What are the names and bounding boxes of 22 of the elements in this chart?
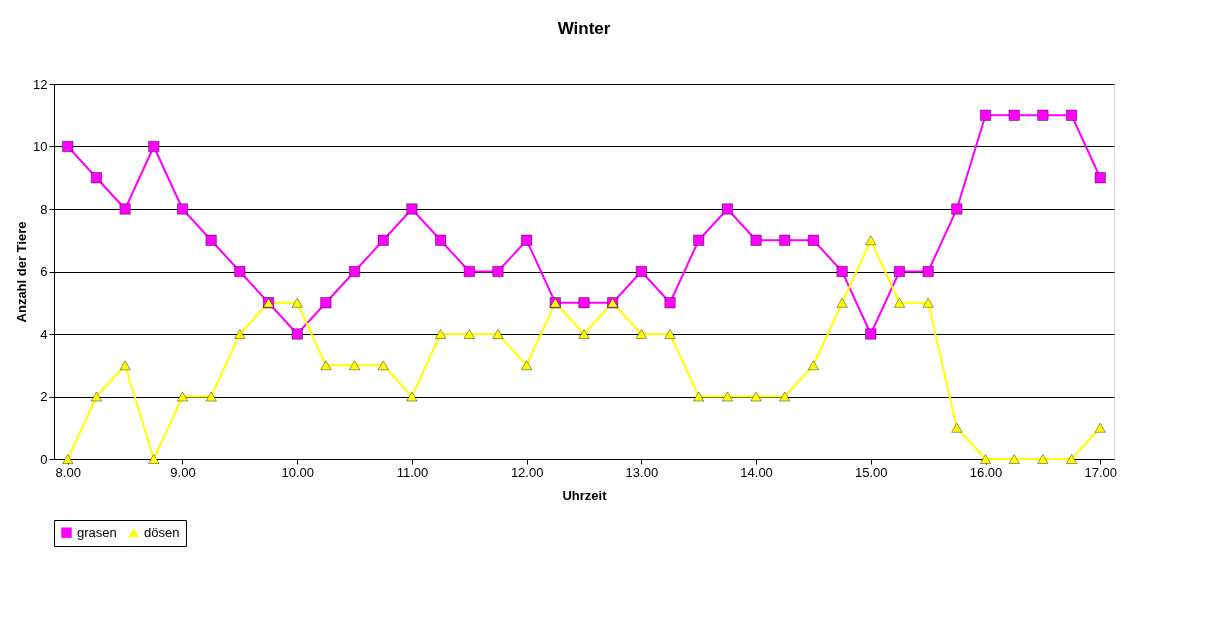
- x-tick-label: 8.00: [55, 464, 81, 480]
- y-axis-title: Anzahl der Tiere: [14, 221, 30, 323]
- y-tick-label: 10: [33, 139, 48, 154]
- y-tick-label: 6: [40, 264, 48, 279]
- x-tick-label: 16.00: [969, 464, 1003, 480]
- x-tick-label: 15.00: [855, 464, 888, 480]
- x-tick-label: 17.00: [1084, 464, 1118, 480]
- x-tick-label: 11.00: [396, 464, 429, 480]
- legend-label: grasen: [77, 524, 117, 540]
- x-tick-label: 14.00: [740, 464, 773, 480]
- legend-label: dösen: [144, 524, 180, 540]
- x-tick-label: 12.00: [510, 464, 544, 480]
- x-axis-title: Uhrzeit: [562, 487, 608, 503]
- y-tick-label: 0: [40, 451, 48, 467]
- x-tick-label: 10.00: [281, 464, 314, 480]
- x-tick-label: 13.00: [625, 464, 659, 480]
- y-tick-label: 4: [40, 326, 48, 342]
- y-tick-label: 12: [33, 76, 48, 92]
- y-tick-label: 2: [40, 389, 48, 404]
- x-tick-label: 9.00: [170, 464, 196, 480]
- y-tick-label: 8: [40, 201, 48, 217]
- chart-title: Winter: [557, 19, 611, 38]
